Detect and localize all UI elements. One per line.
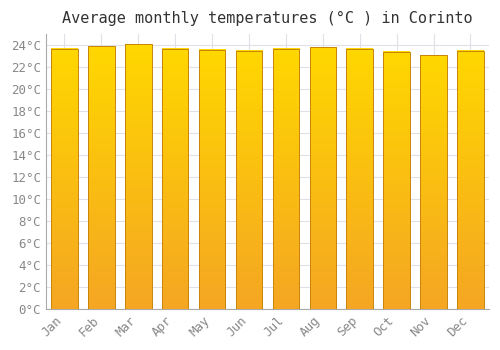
Bar [236, 51, 262, 309]
Bar [51, 49, 78, 309]
Bar [457, 51, 483, 309]
Bar [125, 44, 152, 309]
Bar [125, 44, 152, 309]
Bar [162, 49, 188, 309]
Title: Average monthly temperatures (°C ) in Corinto: Average monthly temperatures (°C ) in Co… [62, 11, 472, 26]
Bar [199, 50, 226, 309]
Bar [272, 49, 299, 309]
Bar [236, 51, 262, 309]
Bar [457, 51, 483, 309]
Bar [88, 46, 115, 309]
Bar [310, 47, 336, 309]
Bar [384, 52, 410, 309]
Bar [384, 52, 410, 309]
Bar [199, 50, 226, 309]
Bar [346, 49, 373, 309]
Bar [420, 55, 447, 309]
Bar [162, 49, 188, 309]
Bar [310, 47, 336, 309]
Bar [420, 55, 447, 309]
Bar [272, 49, 299, 309]
Bar [88, 46, 115, 309]
Bar [51, 49, 78, 309]
Bar [346, 49, 373, 309]
